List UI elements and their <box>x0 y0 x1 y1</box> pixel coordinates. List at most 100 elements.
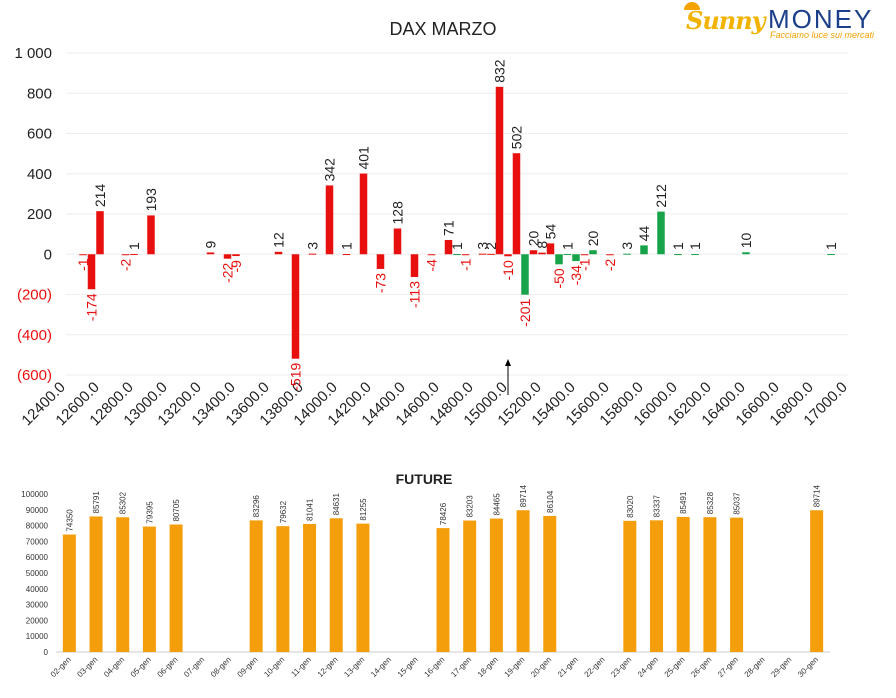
data-label: -2 <box>602 258 618 271</box>
data-label: 54 <box>543 224 559 240</box>
data-label: 342 <box>322 158 338 182</box>
logo-money-text: MONEY <box>768 4 874 34</box>
data-label: 3 <box>475 242 491 250</box>
y-tick-label: 30000 <box>26 601 49 610</box>
data-label: -174 <box>84 293 100 321</box>
data-label: 12 <box>271 232 287 248</box>
bar <box>538 252 546 255</box>
data-label: 3 <box>305 242 321 250</box>
bar <box>142 526 156 652</box>
bar <box>147 215 155 255</box>
bar <box>453 254 461 256</box>
x-tick-label: 17-gen <box>449 655 473 679</box>
bar <box>359 173 368 255</box>
x-tick-label: 24-gen <box>636 655 660 679</box>
bar <box>274 251 283 255</box>
data-label: 3 <box>619 242 635 250</box>
bar <box>116 517 130 652</box>
x-tick-label: 10-gen <box>262 655 286 679</box>
y-tick-label: 400 <box>27 166 52 183</box>
x-tick-label: 20-gen <box>529 655 553 679</box>
bar <box>742 252 750 255</box>
data-label: 86104 <box>546 490 555 513</box>
data-label: 1 <box>687 242 703 250</box>
data-label: 83296 <box>252 495 261 518</box>
data-label: 1 <box>560 242 576 250</box>
bar <box>444 239 453 255</box>
data-label: 78426 <box>439 502 448 525</box>
data-label: 832 <box>492 59 508 83</box>
data-label: 1 <box>339 242 355 250</box>
data-label: -1 <box>577 258 593 271</box>
x-tick-label: 30-gen <box>796 655 820 679</box>
data-label: 20 <box>526 230 542 246</box>
y-tick-label: 20000 <box>26 616 49 625</box>
x-tick-label: 25-gen <box>663 655 687 679</box>
bar <box>427 254 436 256</box>
data-label: -10 <box>500 260 516 280</box>
y-tick-label: 70000 <box>26 537 49 546</box>
data-label: 128 <box>390 201 406 225</box>
y-tick-label: 0 <box>44 246 52 263</box>
y-tick-label: 200 <box>27 206 52 223</box>
y-tick-label: 1 000 <box>14 45 52 62</box>
bar <box>703 517 717 652</box>
x-tick-label: 08-gen <box>209 655 233 679</box>
data-label: 81041 <box>306 498 315 521</box>
x-tick-label: 15-gen <box>396 655 420 679</box>
data-label: 85328 <box>706 491 715 514</box>
bar <box>62 534 76 652</box>
arrow-up-icon <box>505 359 511 366</box>
bar <box>691 254 699 256</box>
bar <box>489 518 503 652</box>
x-tick-label: 07-gen <box>182 655 206 679</box>
bar <box>555 254 563 265</box>
bar <box>478 253 487 255</box>
data-label: 10 <box>738 232 754 248</box>
bar <box>543 515 557 652</box>
data-label: 85791 <box>92 491 101 514</box>
y-tick-label: 90000 <box>26 506 49 515</box>
data-label: 83203 <box>466 495 475 518</box>
data-label: -1 <box>75 258 91 271</box>
data-label: -34 <box>568 265 584 285</box>
bar <box>206 252 215 255</box>
bar <box>276 526 290 652</box>
data-label: -9 <box>228 260 244 273</box>
bar <box>650 520 664 652</box>
x-tick-label: 23-gen <box>609 655 633 679</box>
data-label: 502 <box>509 126 525 150</box>
bar <box>606 254 614 256</box>
data-label: 20 <box>585 230 601 246</box>
bar <box>676 516 690 652</box>
data-label: 85491 <box>679 491 688 514</box>
x-tick-label: 26-gen <box>689 655 713 679</box>
bar <box>232 254 240 257</box>
data-label: 80705 <box>172 499 181 522</box>
bar <box>410 254 419 277</box>
x-tick-label: 22-gen <box>583 655 607 679</box>
x-tick-label: 02-gen <box>49 655 73 679</box>
bar <box>810 510 824 652</box>
y-tick-label: 600 <box>27 126 52 143</box>
future-chart-title: FUTURE <box>396 471 453 487</box>
bar <box>303 523 317 652</box>
data-label: 84465 <box>492 493 501 516</box>
bar <box>487 253 495 255</box>
x-tick-label: 14-gen <box>369 655 393 679</box>
bar <box>461 254 470 256</box>
x-tick-label: 11-gen <box>289 655 313 679</box>
y-tick-label: 60000 <box>26 553 49 562</box>
data-label: -2 <box>118 258 134 271</box>
x-tick-label: 29-gen <box>769 655 793 679</box>
data-label: -113 <box>407 281 423 308</box>
brand-logo: Sunny MONEY Facciamo luce sui mercati <box>684 2 884 42</box>
bar <box>376 254 385 269</box>
bar <box>130 254 138 256</box>
data-label: 2 <box>483 242 499 250</box>
data-label: 89714 <box>519 484 528 507</box>
x-tick-label: 21-gen <box>556 655 580 679</box>
bar <box>325 185 334 255</box>
bar <box>516 510 530 652</box>
x-tick-label: 19-gen <box>502 655 526 679</box>
